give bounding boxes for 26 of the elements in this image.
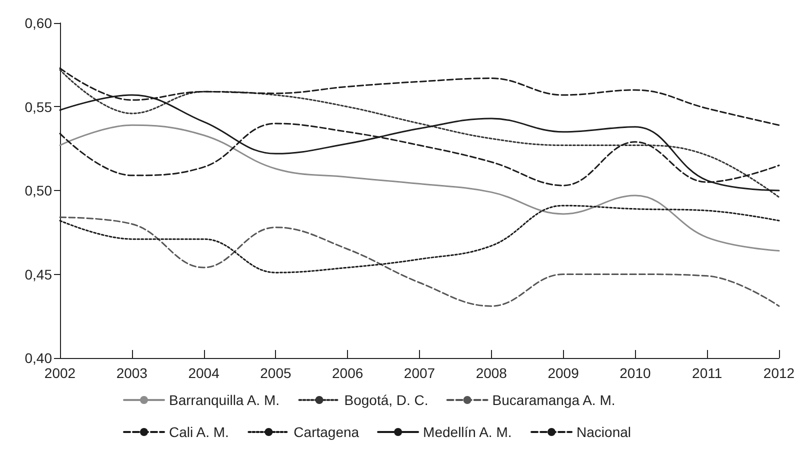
x-tick-label: 2009 [548, 365, 580, 381]
legend-label: Bogotá, D. C. [344, 392, 428, 408]
y-tick-label: 0,60 [24, 15, 52, 31]
x-tick-label: 2007 [404, 365, 436, 381]
y-tick-label: 0,55 [24, 98, 52, 115]
x-tick-label: 2005 [260, 365, 292, 381]
line-series [59, 124, 780, 252]
x-tick-label: 2011 [692, 365, 722, 381]
x-tick-label: 2010 [620, 365, 651, 381]
legend-label: Bucaramanga A. M. [492, 392, 616, 408]
x-tick-label: 2012 [763, 365, 795, 381]
x-tick-label: 2004 [188, 365, 220, 381]
legend-label: Cali A. M. [169, 424, 229, 440]
y-tick-label: 0,50 [24, 182, 52, 198]
legend-label: Cartagena [294, 424, 360, 440]
x-tick-label: 2003 [116, 365, 148, 381]
line-series [59, 216, 780, 307]
x-tick-label: 2006 [332, 365, 364, 381]
legend-label: Medellín A. M. [423, 424, 512, 440]
y-tick-label: 0,45 [24, 266, 52, 282]
x-tick-label: 2008 [476, 365, 508, 381]
y-tick-label: 0,40 [24, 350, 52, 366]
legend-label: Barranquilla A. M. [169, 392, 280, 408]
line-series [59, 69, 780, 198]
legend-label: Nacional [576, 424, 632, 440]
x-tick-label: 2002 [44, 365, 76, 381]
